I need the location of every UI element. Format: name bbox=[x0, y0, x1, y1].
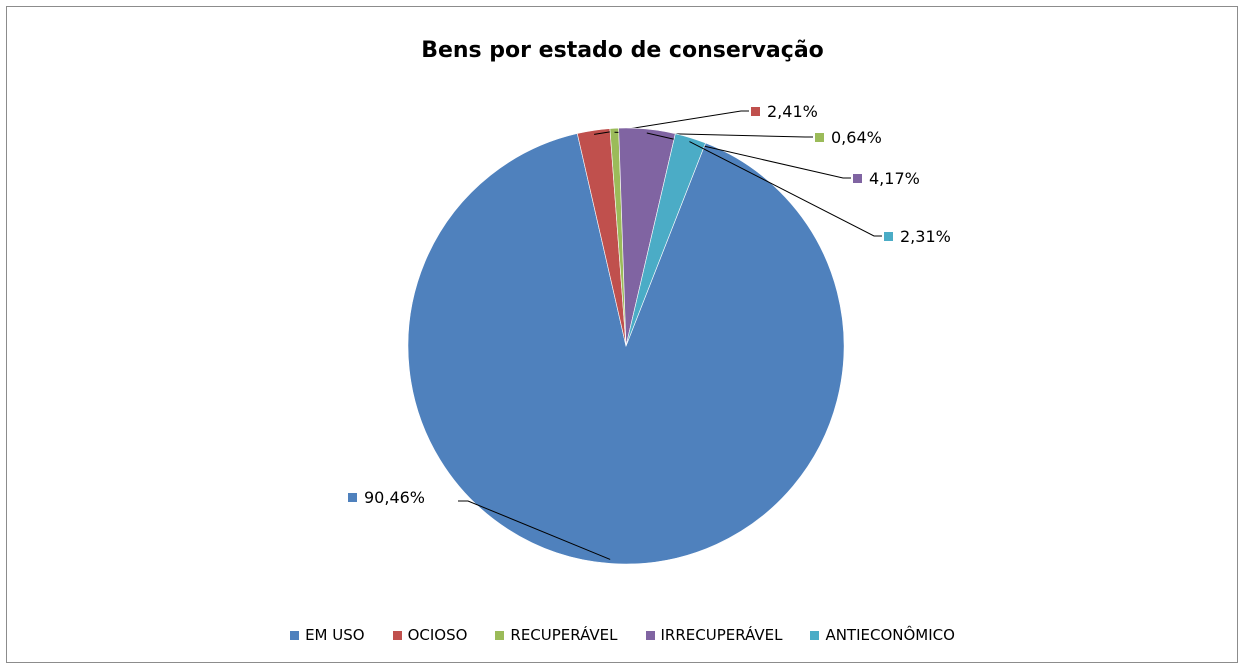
leader-line bbox=[614, 131, 813, 138]
legend-label: RECUPERÁVEL bbox=[510, 626, 618, 644]
legend-swatch bbox=[290, 630, 300, 640]
leader-line bbox=[594, 110, 749, 135]
pie-slice-em-uso bbox=[407, 133, 845, 565]
legend-item: ANTIECONÔMICO bbox=[810, 626, 955, 644]
leader-line bbox=[689, 141, 882, 237]
data-label-swatch bbox=[884, 232, 893, 241]
legend-item: RECUPERÁVEL bbox=[495, 626, 618, 644]
legend-label: ANTIECONÔMICO bbox=[825, 626, 955, 644]
data-label-swatch bbox=[751, 107, 760, 116]
leader-line bbox=[646, 132, 851, 179]
data-label: 2,41% bbox=[767, 102, 818, 121]
legend-label: OCIOSO bbox=[407, 626, 468, 644]
legend-item: OCIOSO bbox=[392, 626, 468, 644]
legend-swatch bbox=[392, 630, 402, 640]
legend-item: EM USO bbox=[290, 626, 365, 644]
data-label-swatch bbox=[853, 174, 862, 183]
pie-slice-antiecon-mico bbox=[625, 133, 706, 347]
data-label-swatch bbox=[815, 133, 824, 142]
data-label: 90,46% bbox=[364, 488, 425, 507]
data-label: 4,17% bbox=[869, 169, 920, 188]
data-label-swatch bbox=[348, 493, 357, 502]
chart-title: Bens por estado de conservação bbox=[421, 38, 824, 63]
legend-swatch bbox=[645, 630, 655, 640]
legend-label: EM USO bbox=[305, 626, 365, 644]
legend-swatch bbox=[495, 630, 505, 640]
chart-legend: EM USO OCIOSO RECUPERÁVEL IRRECUPERÁVEL ANTI… bbox=[0, 626, 1245, 644]
legend-item: IRRECUPERÁVEL bbox=[645, 626, 783, 644]
legend-label: IRRECUPERÁVEL bbox=[660, 626, 783, 644]
leader-line bbox=[458, 500, 611, 560]
data-label: 0,64% bbox=[831, 128, 882, 147]
legend-swatch bbox=[810, 630, 820, 640]
data-label: 2,31% bbox=[900, 227, 951, 246]
